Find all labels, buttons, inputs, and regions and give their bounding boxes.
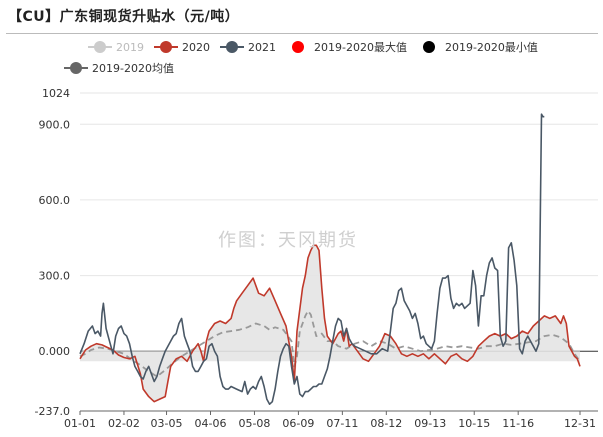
title-divider <box>6 33 598 34</box>
legend-label-2019: 2019 <box>116 40 144 54</box>
series-line-2020 <box>79 244 581 403</box>
x-tick-label: 06-09 <box>282 417 314 430</box>
x-tick-label: 02-02 <box>108 417 140 430</box>
series-line-2019-2020均值 <box>79 310 581 378</box>
legend-dot-max <box>292 41 304 53</box>
legend-marker-mean <box>64 62 88 74</box>
y-tick-label: 600.0 <box>39 194 71 207</box>
y-tick-label: -237.0 <box>35 405 70 418</box>
legend-dot-2020 <box>160 41 172 53</box>
x-tick-label: 08-12 <box>370 417 402 430</box>
x-tick-label: 04-06 <box>195 417 227 430</box>
legend-marker-min <box>417 41 441 53</box>
x-tick-label: 01-01 <box>64 417 96 430</box>
x-tick-label: 09-13 <box>414 417 446 430</box>
legend-marker-2019 <box>88 41 112 53</box>
legend-dot-min <box>422 41 435 53</box>
legend-dot-2019 <box>94 41 106 53</box>
legend-dot-mean <box>70 62 82 74</box>
x-tick-label: 07-11 <box>326 417 358 430</box>
legend-item-min[interactable]: 2019-2020最小值 <box>417 39 538 55</box>
legend-row-2: 2019-2020均值 <box>0 60 184 76</box>
x-tick-label: 03-05 <box>151 417 183 430</box>
legend-label-min: 2019-2020最小值 <box>444 41 538 54</box>
watermark: 作图：天冈期货 <box>218 230 358 251</box>
y-tick-label: 1024 <box>42 87 70 100</box>
min-max-band <box>80 245 580 402</box>
x-tick-label: 10-15 <box>458 417 490 430</box>
legend-dot-2021 <box>226 41 238 53</box>
x-tick-label: 05-08 <box>238 417 270 430</box>
x-tick-label: 11-16 <box>502 417 534 430</box>
legend-marker-max <box>286 41 310 53</box>
legend-marker-2020 <box>154 41 178 53</box>
legend-item-2020[interactable]: 2020 <box>154 41 210 54</box>
legend-item-2019[interactable]: 2019 <box>88 41 144 54</box>
legend-label-2020: 2020 <box>182 40 210 54</box>
legend-marker-2021 <box>220 41 244 53</box>
y-tick-label: 0.000 <box>39 345 71 358</box>
legend-item-max[interactable]: 2019-2020最大值 <box>286 39 407 55</box>
series-line-2021 <box>79 113 545 405</box>
legend-item-mean[interactable]: 2019-2020均值 <box>64 60 174 76</box>
y-tick-label: 300.0 <box>39 270 71 283</box>
legend-label-2021: 2021 <box>248 40 276 54</box>
y-tick-label: 900.0 <box>39 118 71 131</box>
legend-item-2021[interactable]: 2021 <box>220 41 276 54</box>
legend-row-1: 2019 2020 2021 2019-2020最大值 2019-2020最小值 <box>0 39 548 55</box>
x-tick-label: 12-31 <box>564 417 596 430</box>
legend-label-max: 2019-2020最大值 <box>314 41 407 54</box>
chart-title: 【CU】广东铜现货升贴水（元/吨） <box>8 9 240 25</box>
legend-label-mean: 2019-2020均值 <box>92 62 174 75</box>
